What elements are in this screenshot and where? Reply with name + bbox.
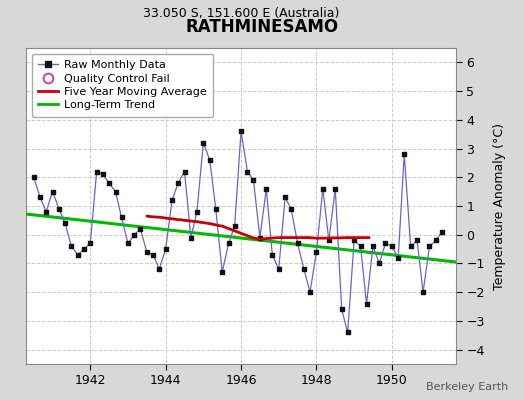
Point xyxy=(180,168,189,175)
Point xyxy=(231,223,239,229)
Point xyxy=(161,246,170,252)
Point xyxy=(438,229,446,235)
Point xyxy=(400,151,408,158)
Point xyxy=(86,240,94,246)
Text: RATHMINESAMO: RATHMINESAMO xyxy=(185,18,339,36)
Point xyxy=(319,186,327,192)
Point xyxy=(337,306,346,313)
Point xyxy=(268,252,277,258)
Point xyxy=(300,266,308,272)
Point xyxy=(407,243,415,250)
Point xyxy=(143,249,151,255)
Text: Berkeley Earth: Berkeley Earth xyxy=(426,382,508,392)
Point xyxy=(356,243,365,250)
Point xyxy=(212,206,220,212)
Point xyxy=(42,208,50,215)
Point xyxy=(55,206,63,212)
Point xyxy=(36,194,45,200)
Point xyxy=(388,243,396,250)
Title: 33.050 S, 151.600 E (Australia): 33.050 S, 151.600 E (Australia) xyxy=(143,8,339,20)
Point xyxy=(237,128,245,134)
Point xyxy=(425,243,434,250)
Point xyxy=(93,168,101,175)
Point xyxy=(136,226,145,232)
Point xyxy=(187,234,195,241)
Point xyxy=(369,243,377,250)
Point xyxy=(432,237,440,244)
Point xyxy=(413,237,421,244)
Point xyxy=(193,208,201,215)
Point xyxy=(363,300,371,307)
Point xyxy=(61,220,69,226)
Point xyxy=(275,266,283,272)
Point xyxy=(344,329,352,336)
Point xyxy=(243,168,252,175)
Point xyxy=(99,171,107,178)
Point xyxy=(375,260,384,267)
Point xyxy=(149,252,157,258)
Point xyxy=(350,237,358,244)
Point xyxy=(249,177,258,183)
Point xyxy=(29,174,38,180)
Point xyxy=(48,188,57,195)
Point xyxy=(67,243,75,250)
Point xyxy=(419,289,427,295)
Point xyxy=(281,194,289,200)
Point xyxy=(168,197,176,204)
Point xyxy=(80,246,88,252)
Point xyxy=(105,180,113,186)
Point xyxy=(394,254,402,261)
Point xyxy=(306,289,314,295)
Point xyxy=(111,188,119,195)
Y-axis label: Temperature Anomaly (°C): Temperature Anomaly (°C) xyxy=(493,122,506,290)
Point xyxy=(381,240,389,246)
Point xyxy=(293,240,302,246)
Point xyxy=(262,186,270,192)
Point xyxy=(124,240,132,246)
Point xyxy=(287,206,296,212)
Point xyxy=(205,157,214,163)
Point xyxy=(199,140,208,146)
Point xyxy=(155,266,163,272)
Point xyxy=(331,186,340,192)
Point xyxy=(174,180,182,186)
Point xyxy=(325,237,333,244)
Point xyxy=(218,269,226,275)
Point xyxy=(117,214,126,221)
Point xyxy=(74,252,82,258)
Point xyxy=(312,249,321,255)
Point xyxy=(224,240,233,246)
Legend: Raw Monthly Data, Quality Control Fail, Five Year Moving Average, Long-Term Tren: Raw Monthly Data, Quality Control Fail, … xyxy=(32,54,213,117)
Point xyxy=(130,232,138,238)
Point xyxy=(256,234,264,241)
